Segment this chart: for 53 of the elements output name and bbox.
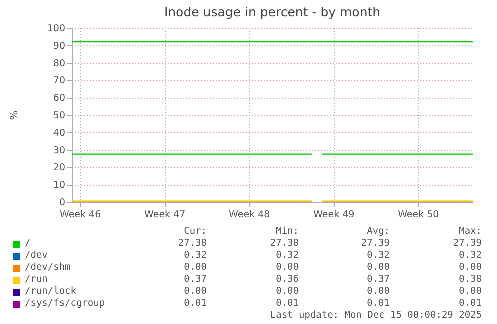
y-tick-label: 100	[47, 24, 66, 34]
text: 27.39	[453, 238, 482, 250]
y-axis-title: %	[9, 110, 20, 120]
legend-label: /	[25, 238, 31, 250]
text: 0.00	[184, 262, 207, 274]
text: 0.00	[184, 286, 207, 298]
text: 0.01	[276, 298, 299, 310]
text: 27.38	[178, 238, 207, 250]
x-tick-label: Week 49	[314, 210, 355, 220]
y-tick-label: 20	[53, 162, 66, 174]
x-tick-label: Week 46	[60, 210, 102, 220]
text: 0.01	[367, 298, 390, 310]
y-tick-label: 10	[53, 180, 66, 192]
x-tick-label: Week 47	[144, 210, 186, 220]
text: Cur:	[184, 226, 207, 238]
text: 0.00	[367, 262, 390, 274]
text: Min:	[276, 226, 299, 238]
y-tick-label: 40	[53, 128, 66, 139]
legend-label: /dev/shm	[25, 262, 71, 274]
text: 0.37	[367, 274, 390, 286]
text: 0.01	[459, 298, 482, 310]
legend-label: /dev	[25, 250, 48, 262]
text: 0.32	[184, 250, 207, 262]
text: 27.38	[270, 238, 299, 250]
y-tick-label: 70	[53, 76, 66, 87]
text: 0.00	[367, 286, 390, 298]
x-tick-label: Week 48	[229, 210, 270, 220]
text: Last update: Mon Dec 15 00:00:29 2025	[270, 310, 482, 322]
legend-label: /run/lock	[25, 286, 76, 298]
text: 0.38	[459, 274, 482, 286]
y-tick-label: 0	[59, 198, 66, 208]
x-tick-label: Week 50	[398, 210, 440, 220]
text: 0.00	[276, 286, 299, 298]
y-tick-label: 90	[53, 40, 66, 52]
text: Avg:	[367, 226, 390, 238]
legend-label: /run	[25, 274, 48, 286]
text: 0.00	[459, 286, 482, 298]
text: 0.00	[459, 262, 482, 274]
legend-label: /sys/fs/cgroup	[25, 298, 106, 310]
y-tick-label: 30	[53, 145, 66, 156]
text: Max:	[459, 226, 482, 238]
y-tick-label: 60	[53, 93, 66, 104]
text: 0.37	[184, 274, 207, 286]
text: 0.01	[184, 298, 207, 310]
y-tick-label: 80	[53, 58, 66, 70]
text: 0.00	[276, 262, 299, 274]
text: 27.39	[361, 238, 390, 250]
text: 0.32	[276, 250, 299, 262]
y-tick-label: 50	[53, 110, 66, 122]
text: 0.32	[367, 250, 390, 262]
text: 0.32	[459, 250, 482, 262]
chart-title: Inode usage in percent - by month	[164, 4, 381, 20]
text: 0.36	[276, 274, 299, 286]
